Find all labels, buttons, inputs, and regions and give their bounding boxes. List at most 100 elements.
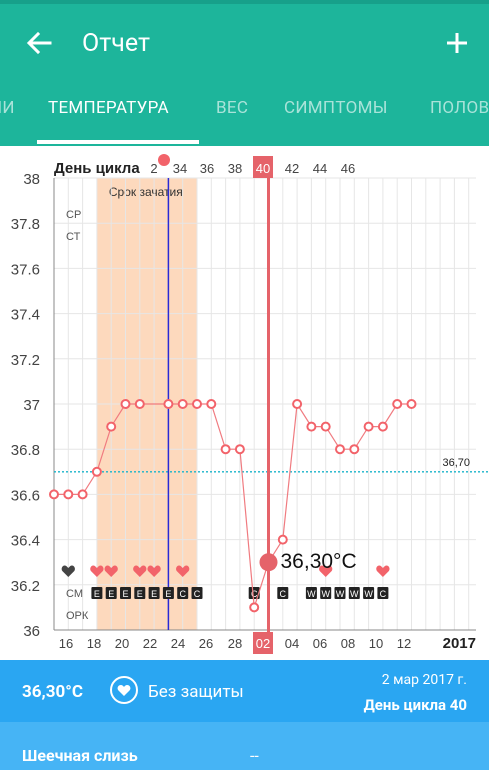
temperature-point — [77, 489, 88, 500]
tab-weight[interactable]: ВЕС — [216, 98, 249, 118]
top-tick-highlight — [253, 156, 273, 178]
temperature-point — [134, 399, 145, 409]
active-tab-indicator — [37, 140, 199, 144]
selected-point-label: 36,30°C — [281, 550, 357, 573]
mucus-mark-text: W — [307, 589, 316, 599]
intercourse-heart-icon — [104, 565, 118, 577]
coverline-label: 36,70 — [442, 457, 470, 469]
x-tick-label: 08 — [341, 636, 355, 651]
x-tick-label: 02 — [256, 636, 270, 651]
mucus-mark — [320, 587, 332, 599]
intercourse-heart-icon — [90, 565, 104, 577]
row-label: Шеечная слизь — [22, 746, 138, 765]
intercourse-heart-icon — [176, 565, 190, 577]
info-temperature: 36,30°C — [22, 682, 83, 702]
mucus-mark-text: C — [194, 589, 201, 599]
temperature-point — [277, 534, 288, 545]
tab-sex[interactable]: ПОЛОВ — [430, 98, 489, 118]
page-title: Отчет — [82, 29, 150, 58]
mucus-mark — [191, 587, 203, 599]
mucus-mark-text: W — [321, 589, 330, 599]
mucus-mark — [105, 587, 117, 599]
x-tick-label: 28 — [228, 636, 242, 651]
heart-icon — [110, 676, 138, 704]
selected-point — [259, 553, 278, 572]
temperature-point — [106, 421, 117, 432]
x-tick-label: 12 — [397, 636, 411, 651]
x-tick-label: 24 — [171, 636, 185, 651]
mucus-mark-text: C — [280, 589, 287, 599]
y-tick-label: 36.2 — [11, 578, 40, 595]
mucus-mark-text: E — [108, 589, 114, 599]
mucus-mark — [305, 587, 317, 599]
intercourse-heart-icon — [147, 565, 161, 577]
mucus-mark-text: W — [336, 589, 345, 599]
y-tick-label: 37 — [23, 397, 40, 414]
temperature-point — [192, 399, 202, 409]
cervical-mucus-row[interactable]: Шеечная слизь -- — [0, 722, 489, 770]
top-tick-label: 34 — [173, 161, 187, 176]
mucus-mark — [377, 587, 389, 599]
temperature-point — [335, 444, 345, 455]
y-tick-label: 37.4 — [11, 307, 40, 324]
top-tick-label: 38 — [228, 161, 242, 176]
intercourse-heart-icon — [376, 565, 390, 577]
day-info-bar[interactable]: 36,30°C Без защиты 2 мар 2017 г. День ци… — [0, 660, 489, 722]
x-tick-label: 06 — [313, 636, 327, 651]
top-tick-label: 2 — [150, 161, 157, 176]
plus-icon[interactable] — [440, 26, 474, 60]
x-tick-label: 04 — [285, 636, 299, 651]
y-tick-label: 37.6 — [11, 261, 40, 278]
x-tick-label: 20 — [115, 636, 129, 651]
temperature-point — [249, 602, 260, 613]
temperature-point — [63, 489, 74, 500]
y-tick-label: 36 — [23, 623, 40, 640]
row-value: -- — [250, 746, 259, 765]
top-tick-label: 40 — [256, 161, 270, 176]
today-dot — [158, 154, 170, 166]
arrow-left-icon[interactable] — [22, 26, 56, 60]
tab-symptoms[interactable]: СИМПТОМЫ — [284, 98, 388, 118]
y-tick-label: 36.6 — [11, 487, 40, 504]
mucus-mark-text: E — [137, 589, 143, 599]
intercourse-heart-icon — [61, 565, 75, 577]
temperature-point — [91, 466, 102, 477]
mucus-mark — [120, 587, 131, 599]
mucus-mark-text: C — [251, 589, 258, 599]
mucus-mark-text: E — [151, 589, 157, 599]
mucus-mark — [348, 587, 360, 599]
temperature-point — [306, 421, 317, 432]
temperature-point — [120, 399, 131, 409]
x-tick-label: 18 — [87, 636, 101, 651]
info-date: 2 мар 2017 г. — [381, 672, 467, 688]
protection-status: Без защиты — [148, 682, 244, 702]
x-tick-highlight — [253, 632, 273, 654]
temperature-point — [363, 421, 374, 432]
app-bar: Отчет ИИ ТЕМПЕРАТУРА ВЕС СИМПТОМЫ ПОЛОВ — [0, 0, 489, 146]
tab-temperature[interactable]: ТЕМПЕРАТУРА — [48, 98, 169, 118]
temperature-point — [234, 444, 245, 455]
top-axis-title: День цикла — [54, 160, 140, 177]
mucus-mark — [248, 587, 260, 599]
temperature-chart[interactable]: Срок зачатия 38 37.8 37.6 37.4 37.2 37 36.8 36.6… — [0, 146, 489, 660]
top-tick-label: 46 — [341, 161, 355, 176]
y-tick-label: 36.4 — [11, 533, 40, 550]
year-label: 2017 — [443, 635, 476, 652]
x-tick-label: 10 — [369, 636, 383, 651]
temperature-point — [406, 399, 417, 409]
x-tick-label: 16 — [59, 636, 73, 651]
fertile-window-label: Срок зачатия — [109, 185, 183, 199]
intercourse-heart-icon — [133, 565, 147, 577]
mucus-mark-text: W — [350, 589, 359, 599]
mucus-mark — [162, 587, 174, 599]
tab-prev[interactable]: ИИ — [0, 98, 15, 118]
top-tick-label: 44 — [313, 161, 327, 176]
mucus-mark — [334, 587, 346, 599]
intercourse-heart-icon — [319, 565, 333, 577]
temperature-point — [292, 399, 303, 409]
temperature-point — [206, 399, 217, 409]
top-tick-label: 36 — [200, 161, 214, 176]
mucus-mark-text: C — [179, 589, 186, 599]
mucus-mark — [177, 587, 189, 599]
y-tick-label: 36.8 — [11, 442, 40, 459]
